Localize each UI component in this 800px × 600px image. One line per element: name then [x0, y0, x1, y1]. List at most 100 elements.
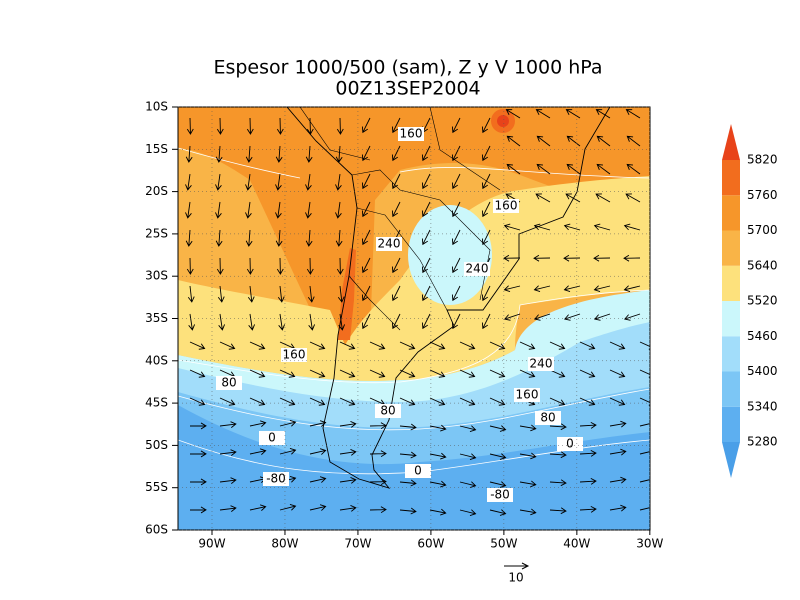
wind-vector: [579, 397, 596, 406]
wind-vector: [279, 369, 296, 378]
wind-vector: [533, 313, 551, 321]
wind-vector: [563, 223, 581, 231]
wind-vector: [276, 257, 284, 275]
wind-vector: [639, 476, 650, 483]
wind-vector: [309, 397, 326, 406]
lat-label: 25S: [145, 226, 168, 240]
wind-vector: [429, 369, 446, 378]
wind-vector: [579, 341, 596, 350]
lat-label: 45S: [145, 396, 168, 410]
wind-vector: [489, 369, 506, 378]
wind-vector: [421, 201, 431, 218]
wind-vector: [245, 201, 252, 219]
wind-vector: [481, 313, 491, 330]
wind-vector: [639, 397, 650, 406]
wind-vector: [308, 313, 316, 331]
wind-vector: [429, 480, 447, 488]
wind-vector: [421, 285, 431, 302]
wind-vector: [609, 504, 627, 512]
wind-vector: [489, 509, 507, 516]
wind-vector: [579, 449, 597, 457]
colorbar-box: [722, 195, 740, 231]
wind-vector: [503, 313, 521, 321]
wind-vector: [189, 397, 206, 406]
colorbar-box: [722, 406, 740, 442]
wind-vector: [399, 507, 417, 515]
wind-vector: [489, 481, 507, 488]
contour-label: 0: [414, 464, 422, 478]
colorbar-box: [722, 230, 740, 266]
wind-vector: [215, 201, 222, 219]
wind-vector: [429, 397, 446, 406]
wind-vector: [369, 422, 387, 430]
wind-vector: [247, 285, 255, 303]
wind-vector: [216, 257, 224, 275]
wind-vector: [305, 229, 313, 247]
wind-vector: [336, 117, 344, 135]
wind-vector: [305, 201, 312, 219]
wind-vector: [339, 449, 357, 456]
wind-vector: [335, 173, 342, 191]
wind-vector: [391, 173, 401, 190]
lon-label: 80W: [271, 537, 298, 551]
contour-label: -80: [490, 488, 510, 502]
wind-vector: [306, 257, 314, 275]
wind-vector: [579, 421, 597, 429]
contour-label-box: [375, 404, 401, 418]
band: [338, 248, 356, 340]
wind-vector: [361, 257, 371, 274]
wind-vector: [429, 341, 446, 350]
contour-label: 240: [378, 237, 401, 251]
contour-label-box: [405, 464, 431, 478]
wind-vector: [519, 424, 537, 432]
contour-label-box: [464, 262, 490, 276]
wind-vector: [369, 341, 386, 350]
wind-vector: [399, 451, 417, 459]
wind-vector: [429, 452, 447, 460]
colorbar-label: 5820: [747, 153, 778, 167]
wind-vector: [489, 453, 507, 460]
wind-vector: [399, 341, 416, 350]
colorbar-label: 5280: [747, 435, 778, 449]
contour-label-box: [398, 127, 424, 141]
wind-vector: [309, 476, 327, 483]
wind-vector: [275, 145, 283, 163]
reference-vector-head: [521, 562, 530, 570]
wind-vector: [579, 505, 597, 513]
wind-vector: [249, 341, 266, 350]
wind-vector: [361, 313, 371, 330]
wind-vector: [369, 450, 387, 458]
lon-label: 50W: [490, 537, 517, 551]
wind-vector: [185, 173, 192, 191]
wind-vector: [626, 163, 641, 175]
colorbar-label: 5340: [747, 399, 778, 413]
wind-vector: [399, 397, 416, 406]
wind-vector: [391, 145, 401, 162]
axes: 10S 15S 20S 25S 30S 35S 40S 45S 50S 55S 60S 90W 80W 7…: [145, 100, 663, 551]
wind-vector: [219, 341, 236, 350]
colorbar-label: 5400: [747, 364, 778, 378]
wind-vector: [593, 313, 611, 321]
contour-label-box: [216, 376, 242, 390]
wind-vector: [215, 145, 223, 163]
wind-vector: [305, 173, 312, 191]
wind-vector: [309, 420, 327, 427]
lat-label: 50S: [145, 438, 168, 452]
wind-vector: [536, 135, 551, 147]
wind-vector: [335, 145, 343, 163]
wind-vector: [217, 285, 225, 303]
wind-vector: [459, 509, 477, 516]
wind-vector: [188, 313, 196, 331]
wind-vector: [609, 341, 626, 350]
wind-vector: [421, 145, 431, 162]
band: [178, 107, 650, 350]
wind-vector: [338, 313, 346, 331]
wind-vector: [639, 504, 650, 511]
contour-label-box: [376, 237, 402, 251]
wind-vector: [309, 448, 327, 455]
wind-vector: [536, 163, 551, 175]
wind-vector: [506, 135, 521, 147]
contour-label-box: [514, 388, 540, 402]
wind-vector: [275, 173, 282, 191]
wind-vector: [535, 109, 551, 119]
